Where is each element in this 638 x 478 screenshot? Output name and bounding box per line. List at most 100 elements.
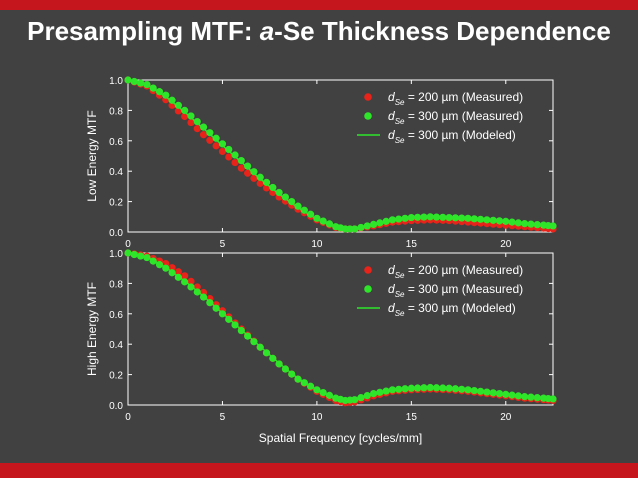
slide-title: Presampling MTF: a-Se Thickness Dependen… — [0, 14, 638, 48]
x-tick-label: 15 — [406, 412, 418, 423]
data-point — [395, 385, 403, 393]
data-point — [262, 178, 271, 186]
data-point — [174, 268, 182, 276]
y-axis-label: Low Energy MTF — [85, 110, 99, 201]
data-point — [244, 162, 252, 170]
data-point — [199, 131, 208, 139]
data-point — [193, 117, 201, 126]
y-tick-label: 0.0 — [109, 401, 123, 412]
legend-label: dSe = 300 µm (Modeled) — [388, 301, 516, 318]
data-point — [256, 173, 264, 181]
data-point — [250, 168, 258, 176]
x-tick-label: 15 — [406, 239, 418, 250]
x-tick-label: 0 — [125, 412, 131, 423]
data-point — [162, 91, 170, 99]
y-tick-label: 0.6 — [109, 310, 123, 321]
data-point — [414, 213, 422, 221]
data-point — [218, 147, 227, 156]
y-tick-label: 0.2 — [109, 371, 123, 382]
data-point — [470, 386, 478, 395]
data-point — [244, 169, 252, 177]
bottom-accent-bar — [0, 463, 638, 478]
y-tick-label: 0.8 — [109, 106, 123, 117]
title-suffix: -Se Thickness Dependence — [274, 16, 611, 46]
data-point — [281, 193, 290, 201]
legend-label: dSe = 300 µm (Modeled) — [388, 128, 516, 145]
series-line — [127, 252, 554, 402]
data-point — [199, 123, 208, 131]
x-tick-label: 0 — [125, 239, 131, 250]
legend: dSe = 200 µm (Measured) dSe = 300 µm (Mea… — [357, 263, 523, 318]
x-tick-label: 5 — [220, 412, 226, 423]
y-tick-label: 1.0 — [109, 249, 123, 260]
legend-label: dSe = 300 µm (Measured) — [388, 109, 523, 126]
data-point — [476, 215, 485, 223]
data-point — [470, 215, 478, 223]
data-point — [250, 174, 258, 182]
data-point — [269, 183, 277, 192]
legend-marker-swatch — [364, 112, 372, 120]
data-point — [237, 156, 245, 165]
data-point — [549, 395, 557, 403]
x-tick-label: 20 — [500, 412, 512, 423]
y-tick-label: 0.8 — [109, 279, 123, 290]
x-tick-label: 20 — [500, 239, 512, 250]
data-point — [218, 140, 227, 148]
data-point — [432, 384, 441, 392]
data-point — [212, 134, 220, 142]
legend-marker-swatch — [364, 266, 372, 274]
data-point — [206, 136, 214, 144]
data-point — [181, 112, 189, 121]
data-point — [521, 393, 529, 401]
x-tick-label: 10 — [311, 239, 323, 250]
data-point — [225, 153, 233, 161]
data-point — [193, 283, 201, 291]
y-axis-label: High Energy MTF — [85, 282, 99, 376]
data-point — [451, 214, 460, 222]
data-point — [225, 145, 233, 154]
data-point — [439, 213, 447, 221]
y-tick-label: 0.4 — [109, 167, 123, 178]
data-point — [187, 118, 195, 127]
data-point — [187, 277, 195, 285]
y-tick-label: 0.0 — [109, 228, 123, 239]
data-point — [231, 151, 239, 159]
data-point — [193, 125, 201, 133]
data-point — [420, 384, 428, 392]
data-point — [206, 129, 214, 137]
data-point — [174, 101, 182, 109]
data-point — [168, 96, 176, 104]
title-prefix: Presampling MTF: — [27, 16, 260, 46]
plot-panel-2: 0.0 0.2 0.4 0.6 0.8 1.0 0 5 10 15 20 High Energy MT… — [85, 249, 557, 445]
data-point — [181, 272, 189, 280]
series-3 — [127, 79, 554, 231]
x-axis-label: Spatial Frequency [cycles/mm] — [259, 431, 422, 445]
y-tick-label: 0.4 — [109, 340, 123, 351]
legend-marker-swatch — [364, 93, 372, 101]
data-point — [288, 198, 296, 206]
data-point — [549, 222, 557, 230]
legend: dSe = 200 µm (Measured) dSe = 300 µm (Mea… — [357, 90, 523, 145]
data-point — [464, 214, 472, 222]
data-point — [458, 214, 466, 222]
data-point — [181, 106, 189, 114]
y-tick-label: 0.2 — [109, 198, 123, 209]
data-point — [187, 112, 195, 120]
data-point — [212, 142, 220, 150]
data-point — [432, 213, 441, 221]
legend-label: dSe = 300 µm (Measured) — [388, 282, 523, 299]
y-tick-label: 0.6 — [109, 137, 123, 148]
series-line — [127, 79, 554, 231]
title-italic: a — [259, 16, 275, 46]
data-point — [420, 213, 428, 221]
data-point — [275, 188, 283, 197]
data-point — [458, 385, 466, 393]
data-point — [231, 158, 239, 167]
y-tick-label: 1.0 — [109, 76, 123, 87]
data-point — [464, 386, 472, 394]
legend-label: dSe = 200 µm (Measured) — [388, 90, 523, 107]
data-point — [124, 76, 132, 84]
series-3 — [127, 252, 554, 402]
x-tick-label: 10 — [311, 412, 323, 423]
